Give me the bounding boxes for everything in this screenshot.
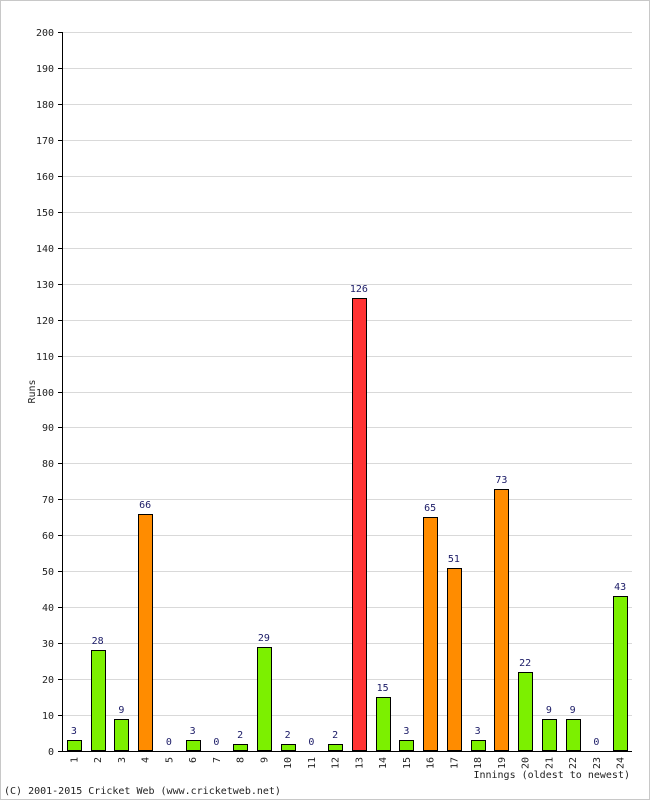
bar-innings-16 xyxy=(423,517,438,751)
data-label-innings-16: 65 xyxy=(424,503,436,514)
data-label-innings-1: 3 xyxy=(71,726,77,737)
y-tick-label-40: 40 xyxy=(42,603,54,614)
bar-innings-20 xyxy=(518,672,533,751)
copyright-footer: (C) 2001-2015 Cricket Web (www.cricketwe… xyxy=(4,786,281,797)
y-tick-label-190: 190 xyxy=(36,64,54,75)
data-label-innings-7: 0 xyxy=(213,737,219,748)
data-label-innings-14: 15 xyxy=(377,683,389,694)
y-tick-label-20: 20 xyxy=(42,675,54,686)
data-label-innings-24: 43 xyxy=(614,582,626,593)
x-tick-label-3: 3 xyxy=(117,757,128,763)
x-tick-label-2: 2 xyxy=(93,757,104,763)
x-tick-label-18: 18 xyxy=(473,757,484,769)
bar-innings-14 xyxy=(376,697,391,751)
data-label-innings-11: 0 xyxy=(308,737,314,748)
x-tick-label-16: 16 xyxy=(426,757,437,769)
x-tick-label-19: 19 xyxy=(497,757,508,769)
x-tick-label-20: 20 xyxy=(521,757,532,769)
data-label-innings-9: 29 xyxy=(258,633,270,644)
x-axis-label: Innings (oldest to newest) xyxy=(473,770,630,781)
bar-innings-19 xyxy=(494,489,509,751)
data-label-innings-3: 9 xyxy=(118,705,124,716)
y-tick-label-60: 60 xyxy=(42,531,54,542)
x-tick-label-17: 17 xyxy=(449,757,460,769)
x-tick-label-15: 15 xyxy=(402,757,413,769)
x-tick-label-22: 22 xyxy=(568,757,579,769)
x-tick-label-12: 12 xyxy=(331,757,342,769)
data-label-innings-10: 2 xyxy=(285,730,291,741)
x-tick-label-21: 21 xyxy=(544,757,555,769)
y-tick-label-170: 170 xyxy=(36,136,54,147)
data-label-innings-17: 51 xyxy=(448,554,460,565)
bar-innings-9 xyxy=(257,647,272,751)
bar-innings-10 xyxy=(281,744,296,751)
bar-innings-13 xyxy=(352,298,367,751)
data-label-innings-15: 3 xyxy=(403,726,409,737)
bar-innings-24 xyxy=(613,596,628,751)
y-tick-label-90: 90 xyxy=(42,423,54,434)
bar-innings-3 xyxy=(114,719,129,751)
x-tick-label-13: 13 xyxy=(354,757,365,769)
y-tick-label-50: 50 xyxy=(42,567,54,578)
x-tick-label-4: 4 xyxy=(141,757,152,763)
data-label-innings-8: 2 xyxy=(237,730,243,741)
y-tick-label-150: 150 xyxy=(36,208,54,219)
bar-innings-2 xyxy=(91,650,106,751)
bar-innings-12 xyxy=(328,744,343,751)
x-tick-label-24: 24 xyxy=(616,757,627,769)
bar-innings-18 xyxy=(471,740,486,751)
data-label-innings-2: 28 xyxy=(92,636,104,647)
bar-innings-1 xyxy=(67,740,82,751)
y-tick-label-140: 140 xyxy=(36,244,54,255)
data-label-innings-23: 0 xyxy=(593,737,599,748)
y-axis-ticks: 0 10 20 30 40 50 60 70 80 90 100 110 120 130 140 150 160… xyxy=(36,28,62,758)
x-tick-label-23: 23 xyxy=(592,757,603,769)
data-label-innings-6: 3 xyxy=(190,726,196,737)
x-tick-label-8: 8 xyxy=(236,757,247,763)
y-tick-label-10: 10 xyxy=(42,711,54,722)
x-tick-label-14: 14 xyxy=(378,757,389,769)
bar-innings-4 xyxy=(138,514,153,751)
data-label-innings-21: 9 xyxy=(546,705,552,716)
x-tick-label-10: 10 xyxy=(283,757,294,769)
data-label-innings-13: 126 xyxy=(350,284,368,295)
gridlines xyxy=(62,32,632,716)
data-label-innings-4: 66 xyxy=(139,500,151,511)
y-tick-label-70: 70 xyxy=(42,495,54,506)
x-tick-label-11: 11 xyxy=(307,757,318,769)
x-tick-label-5: 5 xyxy=(164,757,175,763)
y-tick-label-30: 30 xyxy=(42,639,54,650)
y-tick-label-120: 120 xyxy=(36,316,54,327)
bar-innings-21 xyxy=(542,719,557,751)
y-tick-label-0: 0 xyxy=(48,747,54,758)
y-tick-label-110: 110 xyxy=(36,352,54,363)
x-axis-ticks: 1 2 3 4 5 6 7 8 9 10 11 12 13 14 15 16 17 18 19 20 21 22 23 24 xyxy=(69,757,626,769)
y-tick-label-130: 130 xyxy=(36,280,54,291)
y-axis-label: Runs xyxy=(27,379,38,403)
bar-innings-6 xyxy=(186,740,201,751)
data-label-innings-19: 73 xyxy=(495,475,507,486)
data-label-innings-5: 0 xyxy=(166,737,172,748)
x-tick-label-1: 1 xyxy=(69,757,80,763)
y-tick-label-100: 100 xyxy=(36,388,54,399)
bar-innings-8 xyxy=(233,744,248,751)
data-label-innings-18: 3 xyxy=(475,726,481,737)
y-tick-label-80: 80 xyxy=(42,459,54,470)
bar-innings-15 xyxy=(399,740,414,751)
y-tick-label-200: 200 xyxy=(36,28,54,39)
x-tick-label-6: 6 xyxy=(188,757,199,763)
bars xyxy=(67,298,628,751)
y-tick-label-180: 180 xyxy=(36,100,54,111)
data-label-innings-22: 9 xyxy=(570,705,576,716)
x-tick-label-7: 7 xyxy=(212,757,223,763)
data-label-innings-20: 22 xyxy=(519,658,531,669)
bar-innings-22 xyxy=(566,719,581,751)
y-tick-label-160: 160 xyxy=(36,172,54,183)
x-tick-label-9: 9 xyxy=(259,757,270,763)
bar-innings-17 xyxy=(447,568,462,751)
data-label-innings-12: 2 xyxy=(332,730,338,741)
